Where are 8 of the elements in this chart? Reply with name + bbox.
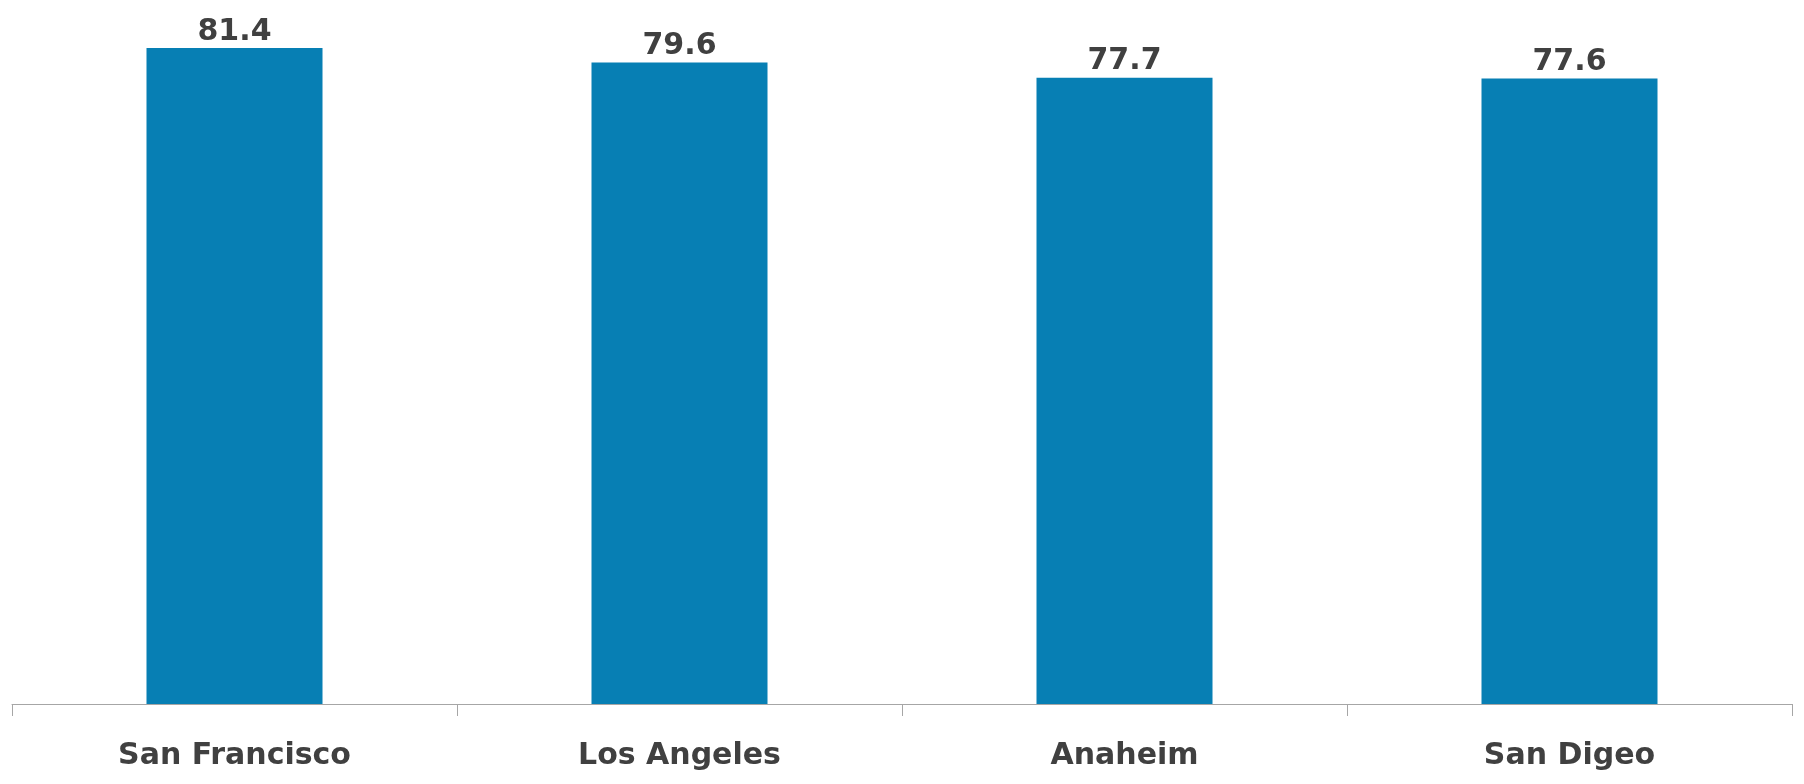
- x-tick-label: Anaheim: [1050, 735, 1199, 771]
- data-label: 79.6: [642, 26, 717, 62]
- data-label: 77.6: [1532, 42, 1607, 78]
- data-label: 77.7: [1087, 41, 1162, 77]
- x-tick-label: San Digeo: [1483, 735, 1656, 771]
- x-tick-label: Los Angeles: [578, 735, 781, 771]
- x-tick-label: San Francisco: [118, 735, 351, 771]
- data-label: 81.4: [197, 11, 272, 47]
